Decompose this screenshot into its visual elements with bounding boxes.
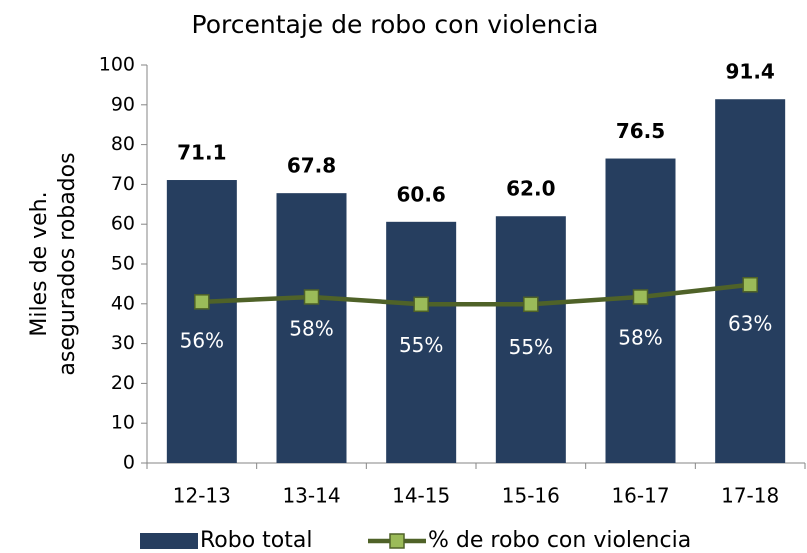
legend-label: Robo total bbox=[200, 528, 312, 553]
line-marker bbox=[303, 289, 320, 305]
bar bbox=[605, 158, 676, 463]
line-marker bbox=[742, 277, 758, 293]
y-tick-label: 60 bbox=[111, 213, 135, 235]
bar-value-label: 67.8 bbox=[287, 154, 336, 178]
y-tick-label: 90 bbox=[111, 93, 135, 115]
line-value-label: 58% bbox=[618, 325, 662, 349]
y-tick-label: 40 bbox=[111, 292, 135, 314]
x-tick-label: 15-16 bbox=[502, 484, 560, 508]
y-axis-label: Miles de veh. bbox=[27, 191, 52, 336]
y-tick-label: 80 bbox=[111, 133, 135, 155]
y-tick-label: 10 bbox=[111, 412, 135, 434]
line-value-label: 55% bbox=[399, 333, 443, 357]
legend-marker bbox=[389, 533, 405, 549]
bar bbox=[495, 216, 566, 463]
bar-value-label: 71.1 bbox=[177, 141, 226, 165]
y-tick-label: 70 bbox=[111, 173, 135, 195]
chart-title: Porcentaje de robo con violencia bbox=[192, 10, 599, 39]
x-tick-label: 13-14 bbox=[282, 484, 340, 508]
bar-value-label: 62.0 bbox=[506, 177, 555, 201]
line-marker bbox=[523, 296, 539, 313]
bar bbox=[166, 180, 237, 463]
y-tick-label: 100 bbox=[99, 54, 135, 76]
bar bbox=[276, 193, 347, 463]
line-value-label: 55% bbox=[509, 335, 553, 359]
bar bbox=[386, 221, 457, 463]
x-tick-label: 14-15 bbox=[392, 484, 450, 508]
legend-label: % de robo con violencia bbox=[428, 528, 691, 553]
line-value-label: 56% bbox=[180, 328, 224, 352]
y-axis-label: asegurados robados bbox=[55, 152, 80, 375]
line-marker bbox=[194, 294, 210, 310]
line-value-label: 63% bbox=[728, 311, 772, 335]
x-tick-label: 17-18 bbox=[721, 484, 779, 508]
line-marker bbox=[632, 289, 649, 305]
x-tick-label: 12-13 bbox=[173, 484, 231, 508]
y-tick-label: 50 bbox=[111, 253, 135, 275]
y-tick-label: 30 bbox=[111, 332, 135, 354]
bar-value-label: 91.4 bbox=[725, 60, 774, 84]
line bbox=[201, 282, 751, 307]
bar-value-label: 76.5 bbox=[616, 119, 665, 143]
legend-swatch bbox=[140, 533, 198, 549]
x-tick-label: 16-17 bbox=[611, 484, 669, 508]
line-value-label: 58% bbox=[289, 316, 333, 340]
y-tick-label: 0 bbox=[123, 452, 135, 474]
bar-value-label: 60.6 bbox=[396, 182, 445, 206]
y-tick-label: 20 bbox=[111, 372, 135, 394]
line-marker bbox=[413, 296, 429, 313]
